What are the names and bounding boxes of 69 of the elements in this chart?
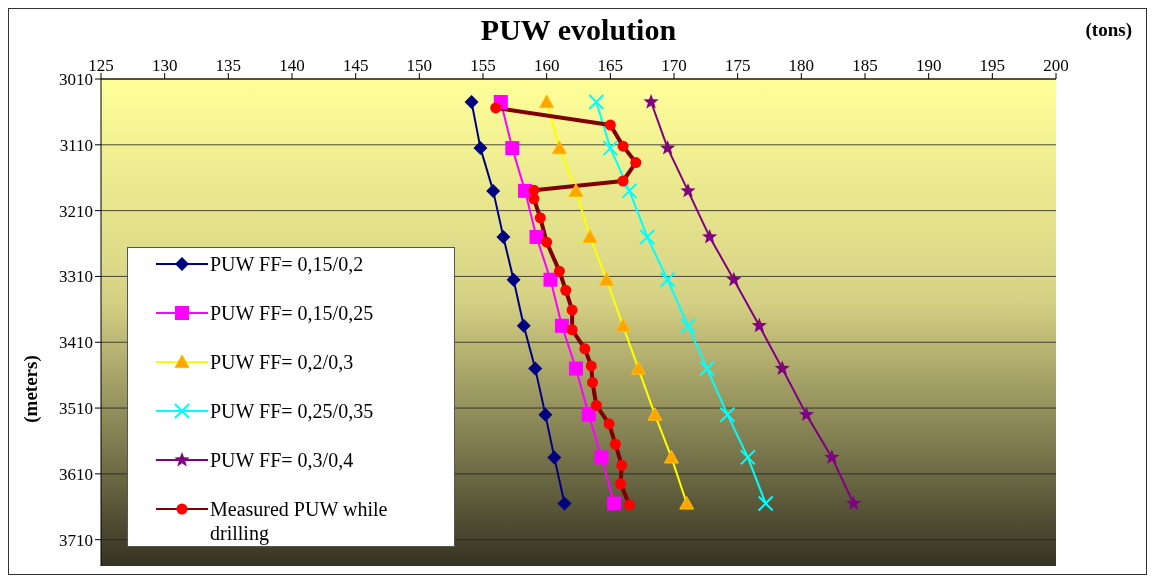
- point: [486, 183, 501, 198]
- point: [554, 318, 569, 333]
- point: [588, 94, 605, 111]
- point: [659, 271, 676, 288]
- y-tick-label: 3410: [59, 333, 93, 353]
- x-axis-title: (tons): [1085, 19, 1132, 41]
- legend-label: PUW FF= 0,25/0,35: [210, 399, 374, 423]
- point: [528, 361, 543, 376]
- point: [845, 495, 862, 510]
- point: [568, 361, 583, 376]
- y-tick-label: 3310: [59, 267, 93, 287]
- point: [660, 140, 676, 155]
- x-tick-label: 200: [1043, 56, 1069, 75]
- point: [824, 449, 840, 464]
- point: [607, 496, 622, 511]
- point: [543, 272, 558, 287]
- point: [757, 495, 774, 512]
- x-tick-label: 165: [597, 56, 624, 75]
- point: [798, 406, 815, 422]
- x-tick-label: 170: [661, 56, 687, 75]
- point: [538, 407, 553, 422]
- point: [557, 496, 572, 511]
- point: [529, 229, 544, 244]
- point: [726, 271, 742, 287]
- chart-title: PUW evolution: [480, 13, 677, 46]
- point: [702, 228, 718, 244]
- point: [473, 141, 488, 156]
- point: [739, 449, 756, 466]
- x-tick-label: 130: [151, 56, 178, 75]
- point: [774, 360, 790, 376]
- point: [602, 140, 619, 157]
- point: [643, 94, 659, 109]
- x-tick-label: 150: [406, 56, 433, 75]
- legend-label: PUW FF= 0,15/0,2: [210, 252, 364, 276]
- point: [581, 407, 596, 422]
- x-tick-label: 155: [470, 56, 496, 75]
- point: [506, 272, 521, 287]
- x-tick-label: 145: [342, 56, 369, 75]
- legend-label: PUW FF= 0,15/0,25: [210, 301, 374, 325]
- point: [751, 317, 767, 333]
- y-tick-label: 3510: [59, 399, 93, 419]
- x-tick-label: 135: [215, 56, 242, 75]
- y-tick-label: 3710: [59, 530, 93, 550]
- x-tick-label: 140: [279, 56, 305, 75]
- point: [719, 406, 736, 423]
- y-tick-label: 3610: [59, 464, 93, 484]
- x-tick-label: 160: [533, 56, 560, 75]
- point: [639, 228, 656, 245]
- point: [464, 95, 479, 110]
- x-tick-label: 195: [979, 56, 1006, 75]
- x-tick-label: 175: [724, 56, 751, 75]
- point: [496, 229, 511, 244]
- y-tick-label: 3110: [59, 135, 93, 155]
- x-tick-label: 190: [915, 56, 942, 75]
- legend-label: PUW FF= 0,2/0,3: [210, 350, 354, 374]
- point: [680, 317, 697, 334]
- point: [680, 182, 696, 198]
- point: [505, 141, 520, 156]
- point: [621, 182, 638, 199]
- point: [547, 450, 562, 465]
- legend-label: PUW FF= 0,3/0,4: [210, 448, 354, 472]
- point: [594, 450, 609, 465]
- y-axis-title: (meters): [20, 355, 42, 423]
- point: [516, 318, 531, 333]
- y-tick-label: 3210: [59, 201, 93, 221]
- x-tick-label: 185: [852, 56, 878, 75]
- legend-label: Measured PUW while drilling: [210, 497, 389, 545]
- x-tick-label: 180: [788, 56, 815, 75]
- point: [699, 360, 716, 377]
